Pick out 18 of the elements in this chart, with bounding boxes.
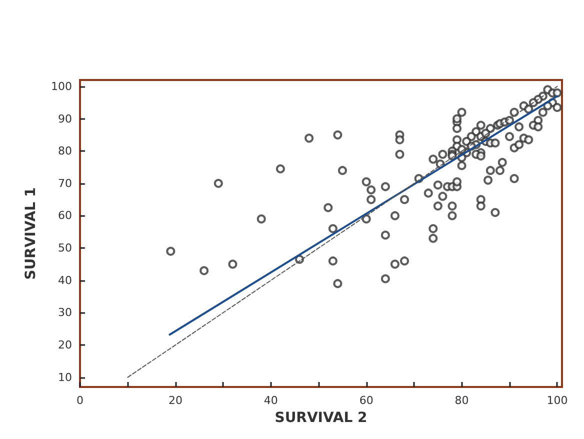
y-tick-label: 100	[51, 80, 72, 93]
y-tick-label: 10	[58, 370, 72, 384]
y-tick-label: 50	[58, 242, 72, 255]
y-tick-label: 20	[58, 338, 72, 352]
y-tick-label: 90	[58, 112, 72, 126]
y-tick-label: 70	[58, 176, 72, 190]
x-tick-label: 40	[264, 394, 278, 407]
x-tick-label: 80	[454, 394, 469, 407]
y-tick-label: 80	[58, 144, 72, 158]
x-tick-label: 60	[359, 394, 374, 407]
x-tick-label: 100	[546, 394, 568, 407]
x-tick-label: 0	[76, 394, 84, 407]
y-tick-label: 40	[58, 274, 72, 287]
x-tick-label: 20	[168, 394, 182, 407]
y-tick-label: 60	[58, 209, 72, 222]
y-tick-label: 30	[58, 306, 72, 320]
y-axis-title: SURVIVAL 1	[23, 187, 39, 280]
x-axis-title: SURVIVAL 2	[274, 410, 368, 426]
